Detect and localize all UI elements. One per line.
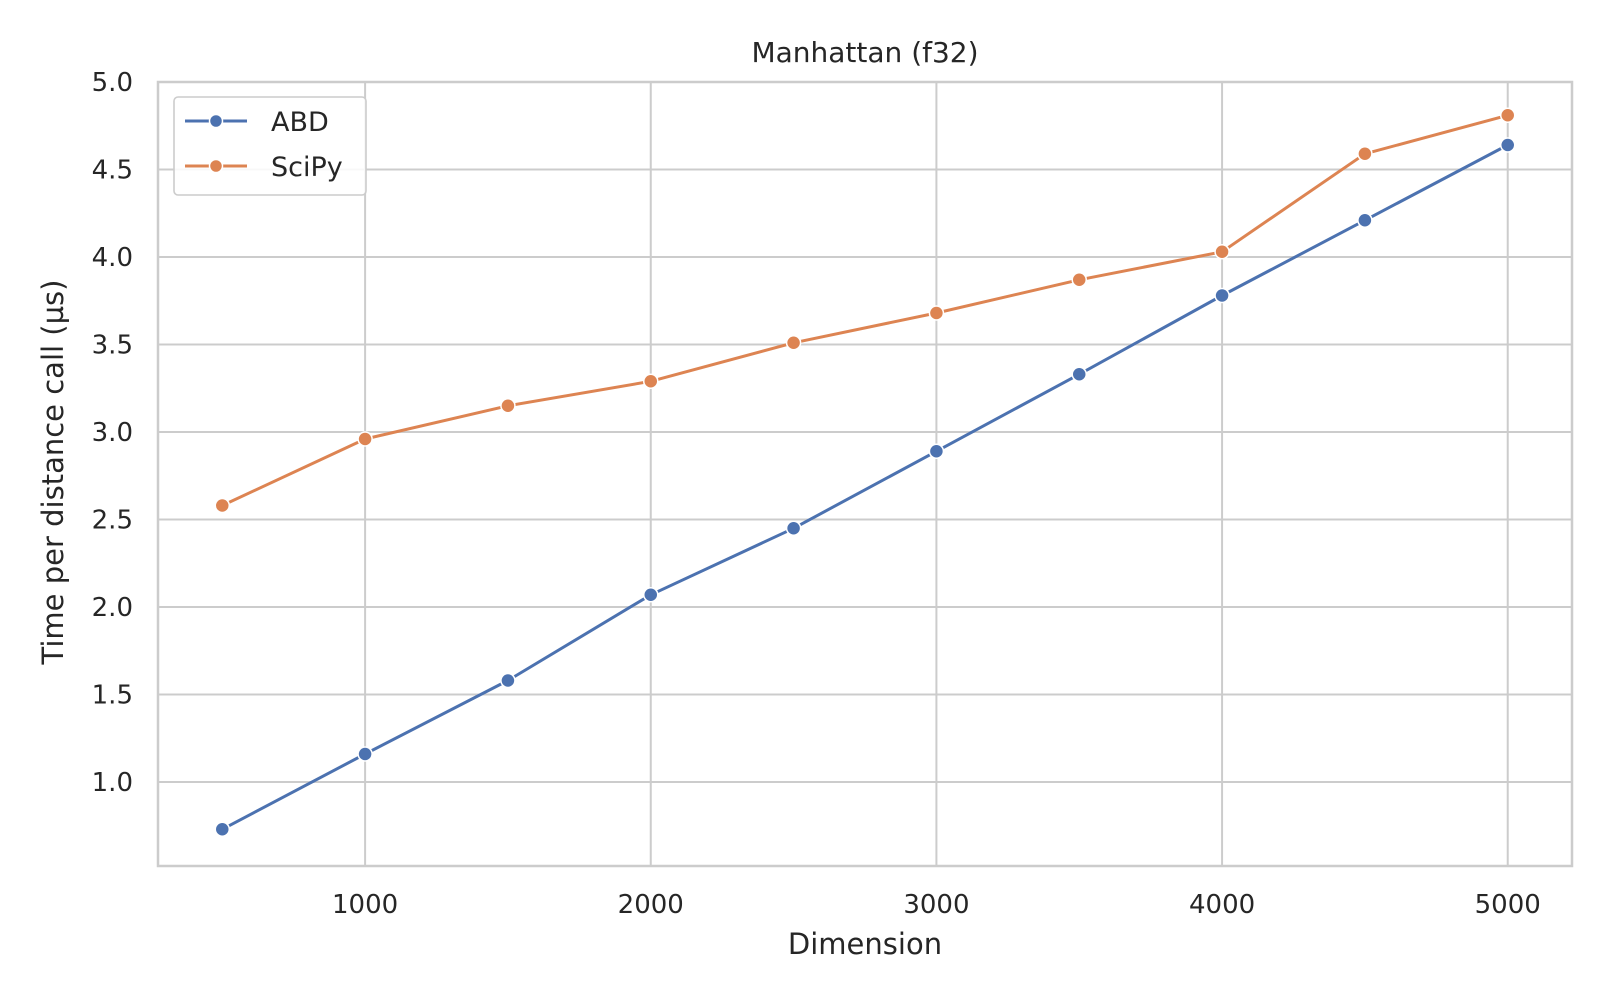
data-point-scipy	[357, 431, 373, 447]
legend-item-abd: ABD	[185, 107, 329, 138]
y-tick-label: 3.0	[92, 418, 133, 448]
data-point-scipy	[643, 373, 659, 389]
data-point-abd	[1499, 137, 1516, 153]
series-line-abd	[220, 143, 1510, 831]
y-tick-label: 3.5	[92, 331, 133, 361]
data-point-abd	[785, 520, 802, 536]
x-tick-label: 5000	[1475, 890, 1541, 920]
plot-frame	[156, 80, 1574, 868]
legend-marker-abd	[208, 113, 224, 129]
y-tick-label: 4.0	[92, 243, 133, 273]
data-point-scipy	[928, 305, 945, 321]
data-point-abd	[214, 821, 231, 837]
data-point-scipy	[1499, 107, 1516, 123]
y-tick-label: 1.5	[92, 681, 133, 711]
y-axis-label: Time per distance call (µs)	[36, 280, 70, 666]
data-point-abd	[643, 587, 659, 603]
series-scipy	[214, 107, 1516, 514]
data-point-abd	[357, 746, 373, 762]
data-point-abd	[1214, 287, 1230, 304]
x-tick-label: 4000	[1189, 890, 1255, 920]
y-tick-label: 2.0	[92, 593, 133, 623]
legend-marker-scipy	[208, 158, 224, 174]
x-axis-tick-labels: 1000 2000 3000 4000 5000	[332, 890, 1541, 920]
x-tick-label: 1000	[332, 890, 398, 920]
y-tick-label: 4.5	[92, 156, 133, 186]
series-abd	[214, 137, 1516, 837]
y-tick-label: 1.0	[92, 768, 133, 798]
chart-title: Manhattan (f32)	[751, 36, 978, 69]
y-axis-tick-labels: 1.0 1.5 2.0 2.5 3.0 3.5 4.0 4.5 5.0	[92, 68, 133, 798]
data-point-abd	[500, 672, 516, 689]
y-tick-label: 2.5	[92, 506, 133, 536]
data-point-scipy	[785, 335, 802, 351]
legend-label-scipy: SciPy	[271, 152, 343, 183]
data-point-abd	[1071, 366, 1087, 382]
data-point-abd	[928, 443, 945, 459]
data-point-scipy	[214, 497, 231, 514]
y-tick-label: 5.0	[92, 68, 133, 98]
legend-item-scipy: SciPy	[185, 152, 343, 183]
data-series	[214, 107, 1516, 837]
data-point-scipy	[1071, 272, 1087, 288]
x-axis-label: Dimension	[788, 927, 942, 961]
legend-label-abd: ABD	[271, 107, 329, 138]
data-point-scipy	[500, 398, 516, 414]
data-point-abd	[1357, 212, 1373, 228]
x-tick-label: 2000	[618, 890, 684, 920]
data-point-scipy	[1357, 146, 1373, 162]
legend: ABD SciPy	[173, 96, 367, 196]
series-line-scipy	[220, 113, 1510, 507]
x-tick-label: 3000	[903, 890, 969, 920]
data-point-scipy	[1214, 244, 1230, 260]
